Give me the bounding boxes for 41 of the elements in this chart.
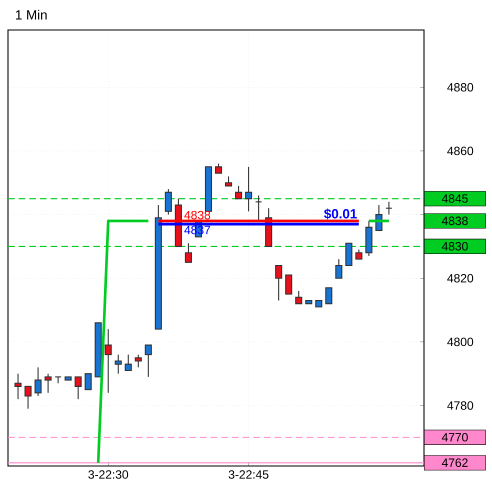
candlestick: [124, 354, 132, 372]
candlestick: [285, 274, 292, 295]
y-tick-label: 4880: [447, 83, 474, 92]
y-tick-label: 4800: [447, 338, 474, 346]
candlestick: [34, 366, 42, 397]
text: 4838: [442, 216, 468, 226]
x-tick-label: 3-22:45: [228, 470, 268, 479]
candlestick: [245, 166, 252, 212]
candlestick: [74, 376, 82, 400]
candlestick: [295, 290, 302, 304]
ref-line-label: 4770: [442, 432, 468, 442]
candlestick: [224, 176, 232, 186]
chart-title: 1 Min: [16, 10, 47, 20]
candlestick: [275, 264, 282, 302]
ref-line-label: 4845: [442, 194, 468, 203]
candlestick: [84, 373, 92, 390]
candlestick: [255, 194, 262, 222]
y-tick-label: 4780: [447, 401, 474, 410]
candlestick: [214, 163, 222, 174]
candlestick: [184, 242, 192, 263]
candlestick: [104, 328, 112, 394]
ref-line-label: 4762: [442, 458, 468, 467]
annotation: $0.01: [324, 208, 357, 220]
y-tick-label: 4860: [447, 146, 474, 156]
candlestick: [385, 201, 392, 216]
candlestick: [164, 188, 172, 216]
y-tick-label: 4820: [447, 274, 474, 282]
candlestick: [355, 249, 362, 260]
candlestick: [235, 185, 242, 200]
candlestick: [345, 242, 352, 266]
candlestick: [24, 386, 32, 410]
candlestick: [114, 354, 122, 374]
candlestick: [144, 344, 152, 378]
ref-line-label: 4830: [442, 242, 468, 251]
candlestick: [325, 287, 332, 304]
x-tick-label: 3-22:30: [88, 470, 128, 479]
data-label: 4838: [184, 210, 210, 220]
candlestick: [335, 258, 342, 279]
candlestick: [14, 373, 22, 400]
candlestick: [44, 373, 52, 394]
candlestick: [134, 354, 142, 368]
